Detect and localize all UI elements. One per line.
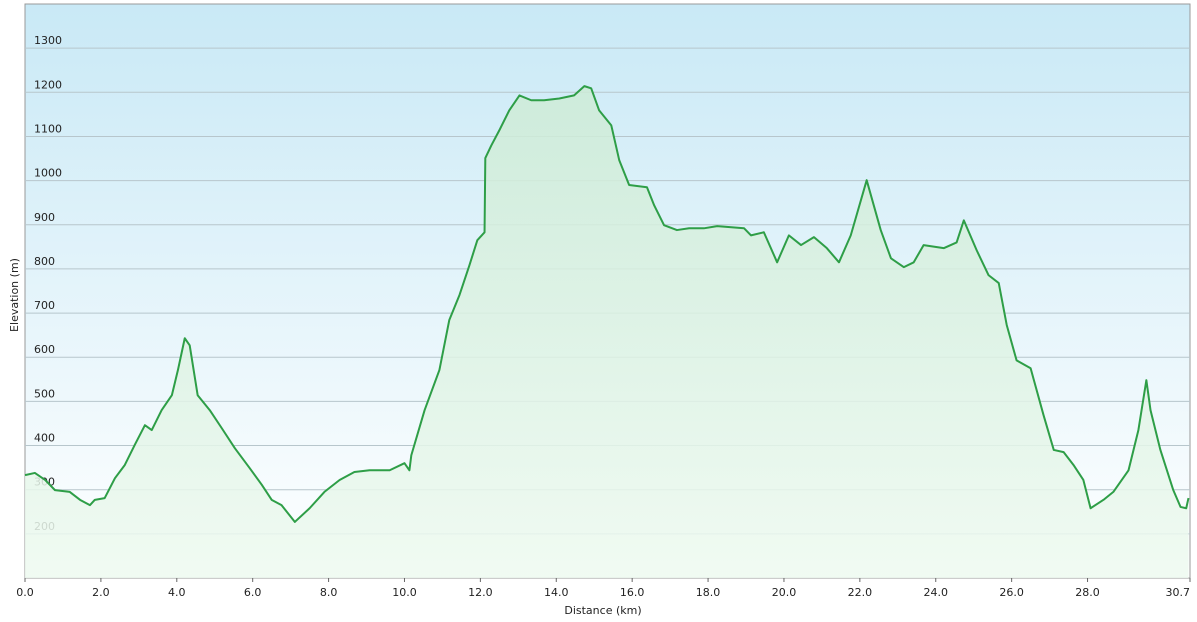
x-tick-label: 22.0 [848, 586, 873, 599]
x-tick-label: 6.0 [244, 586, 262, 599]
area-fill [25, 86, 1189, 578]
y-tick-label: 1100 [34, 122, 62, 135]
x-tick-label: 14.0 [544, 586, 569, 599]
x-tick-label: 16.0 [620, 586, 645, 599]
y-axis-label: Elevation (m) [8, 258, 21, 332]
x-tick-label: 8.0 [320, 586, 338, 599]
x-axis-label: Distance (km) [564, 604, 641, 617]
elevation-line [24, 85, 1190, 523]
x-tick-label: 28.0 [1075, 586, 1100, 599]
x-tick-label: 24.0 [923, 586, 948, 599]
y-tick-label: 600 [34, 343, 55, 356]
y-tick-label: 700 [34, 299, 55, 312]
y-tick-label: 800 [34, 255, 55, 268]
x-tick-label: 20.0 [772, 586, 797, 599]
x-tick-label: 4.0 [168, 586, 186, 599]
x-tick-label: 12.0 [468, 586, 493, 599]
x-tick-label: 2.0 [92, 586, 110, 599]
y-tick-label: 400 [34, 432, 55, 445]
y-tick-label: 1000 [34, 167, 62, 180]
x-tick-label: 10.0 [392, 586, 417, 599]
x-tick-label: 26.0 [999, 586, 1024, 599]
y-tick-label: 1300 [34, 34, 62, 47]
x-tick-label: 0.0 [16, 586, 34, 599]
y-tick-label: 1200 [34, 78, 62, 91]
x-tick-label: 30.7 [1166, 586, 1191, 599]
y-tick-label: 900 [34, 211, 55, 224]
y-tick-label: 500 [34, 387, 55, 400]
x-tick-label: 18.0 [696, 586, 721, 599]
